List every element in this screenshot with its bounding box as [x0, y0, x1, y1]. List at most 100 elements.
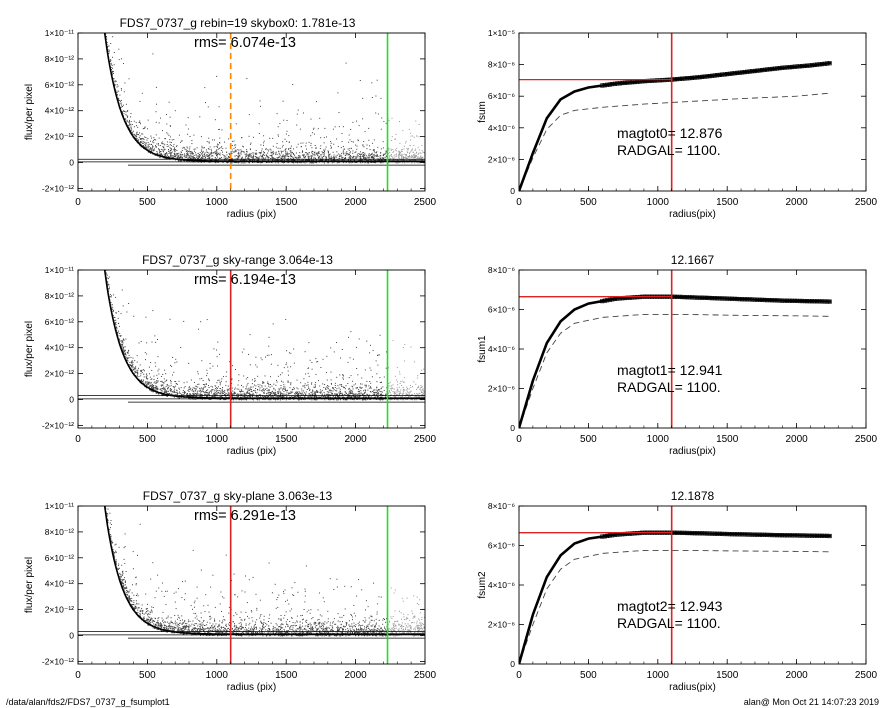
- scatter-point: [332, 151, 334, 153]
- scatter-point: [382, 386, 384, 388]
- curve-marker: [745, 69, 750, 74]
- scatter-point: [234, 151, 236, 152]
- scatter-point: [274, 393, 276, 395]
- scatter-point: [312, 154, 314, 156]
- scatter-point: [262, 155, 264, 157]
- scatter-point: [423, 391, 425, 393]
- scatter-point: [237, 149, 239, 151]
- scatter-point: [205, 159, 207, 161]
- scatter-point: [194, 388, 196, 390]
- scatter-point: [322, 383, 324, 385]
- scatter-point: [413, 154, 415, 156]
- scatter-point: [318, 153, 320, 155]
- scatter-point: [341, 384, 343, 386]
- scatter-point: [124, 118, 126, 120]
- scatter-point: [373, 150, 375, 151]
- scatter-point: [306, 152, 308, 154]
- scatter-point: [189, 146, 191, 148]
- scatter-point: [343, 148, 345, 150]
- scatter-point: [90, 99, 91, 100]
- scatter-point: [140, 141, 142, 142]
- scatter-point: [344, 155, 346, 156]
- scatter-point: [144, 384, 146, 385]
- scatter-point: [356, 145, 358, 147]
- scatter-point: [409, 153, 411, 155]
- scatter-point: [393, 388, 395, 390]
- scatter-point: [116, 326, 117, 328]
- scatter-point: [167, 388, 169, 390]
- scatter-point: [229, 159, 231, 161]
- scatter-point: [362, 393, 364, 395]
- scatter-point: [311, 399, 313, 401]
- scatter-point: [152, 141, 153, 143]
- scatter-point: [189, 389, 191, 391]
- scatter-point: [104, 28, 105, 29]
- scatter-point: [215, 162, 217, 164]
- y-tick-label: 0: [510, 186, 515, 196]
- scatter-point: [128, 126, 130, 128]
- scatter-point: [116, 94, 118, 96]
- scatter-point: [230, 151, 232, 153]
- scatter-point: [178, 155, 180, 157]
- scatter-point: [151, 341, 153, 343]
- scatter-point: [258, 399, 260, 401]
- scatter-point: [138, 376, 140, 378]
- scatter-point: [290, 153, 292, 155]
- scatter-point: [268, 396, 270, 397]
- scatter-point: [121, 344, 123, 346]
- scatter-point: [308, 152, 310, 153]
- scatter-point: [324, 150, 326, 152]
- scatter-point: [375, 155, 377, 157]
- scatter-point: [418, 152, 420, 154]
- curve-marker: [740, 70, 745, 75]
- scatter-point: [365, 399, 367, 401]
- scatter-point: [101, 224, 102, 225]
- curve-marker: [605, 82, 610, 87]
- scatter-point: [311, 393, 313, 395]
- scatter-point: [377, 396, 378, 398]
- scatter-point: [246, 391, 248, 393]
- scatter-point: [155, 146, 157, 148]
- scatter-point: [173, 371, 175, 373]
- scatter-point: [90, 99, 91, 100]
- scatter-point: [402, 162, 404, 164]
- scatter-point: [235, 399, 237, 401]
- scatter-point: [188, 386, 190, 388]
- scatter-point: [403, 381, 405, 383]
- scatter-point: [231, 152, 233, 154]
- scatter-point: [151, 149, 153, 151]
- scatter-point: [359, 156, 361, 158]
- scatter-point: [120, 335, 122, 337]
- scatter-point: [258, 389, 260, 391]
- scatter-point: [275, 394, 277, 395]
- scatter-point: [277, 395, 279, 397]
- scatter-point: [284, 155, 286, 157]
- scatter-point: [392, 387, 393, 389]
- scatter-point: [388, 149, 390, 151]
- scatter-point: [158, 149, 160, 151]
- scatter-point: [211, 396, 213, 398]
- scatter-point: [216, 394, 218, 396]
- scatter-point: [293, 154, 295, 155]
- scatter-point: [360, 387, 362, 389]
- scatter-point: [185, 124, 187, 126]
- scatter-point: [150, 148, 152, 150]
- scatter-point: [362, 97, 364, 99]
- scatter-point: [120, 99, 122, 101]
- scatter-point: [127, 116, 129, 118]
- y-tick-label: -2×10⁻¹²: [42, 183, 74, 193]
- scatter-point: [187, 154, 189, 156]
- scatter-point: [116, 329, 118, 331]
- scatter-point: [259, 100, 261, 102]
- scatter-point: [417, 156, 419, 158]
- curve-marker: [725, 72, 730, 77]
- scatter-point: [209, 155, 210, 157]
- scatter-point: [394, 393, 396, 395]
- scatter-point: [341, 152, 343, 154]
- scatter-point: [252, 158, 254, 160]
- curve-marker: [737, 70, 742, 75]
- scatter-point: [169, 150, 171, 152]
- scatter-point: [212, 393, 214, 395]
- scatter-point: [224, 391, 226, 393]
- scatter-point: [295, 157, 297, 158]
